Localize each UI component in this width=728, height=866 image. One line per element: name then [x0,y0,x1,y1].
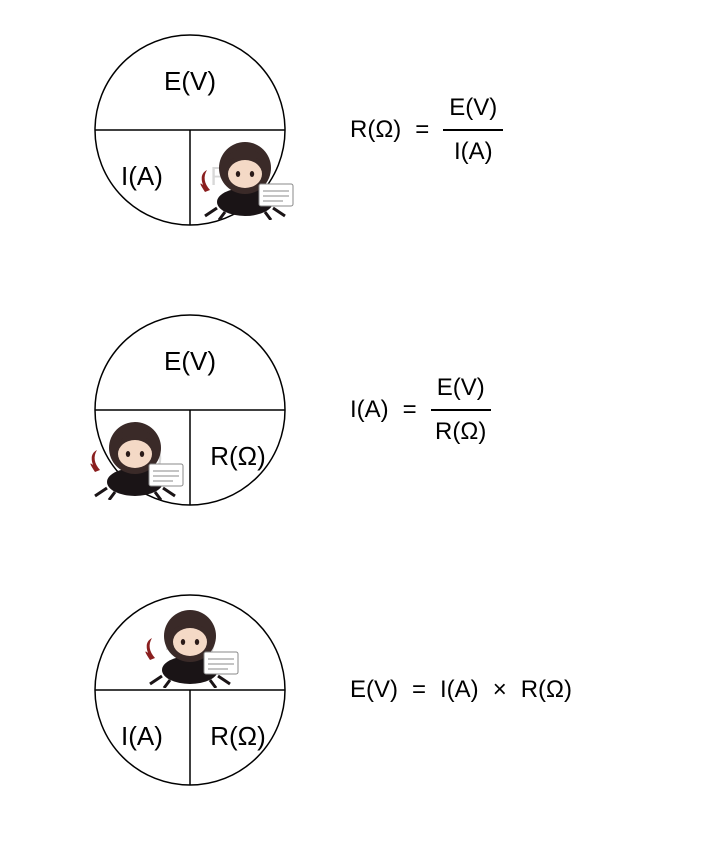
eq-lhs: E(V) [350,676,398,704]
factor-b: R(Ω) [521,676,572,704]
circle-diagram: E(V) I(A) R(Ω) [90,590,290,790]
equals-sign: = [403,396,417,424]
chibi-character-icon [140,598,240,688]
fraction: E(V) R(Ω) [431,371,491,448]
factor-a: I(A) [440,676,479,704]
cell-br: R(Ω) [210,721,266,751]
denominator: R(Ω) [435,415,486,449]
equals-sign: = [415,116,429,144]
cell-top: E(V) [164,66,216,96]
cell-bl: I(A) [121,721,163,751]
cell-bl: I(A) [121,161,163,191]
equation-voltage: E(V) = I(A) × R(Ω) [350,676,572,704]
eq-lhs: R(Ω) [350,116,401,144]
ohms-law-row-resistance: E(V) I(A) R(Ω) R(Ω) = E(V) I(A) [0,30,728,230]
circle-diagram: E(V) I(A) R(Ω) [90,310,290,510]
equation-current: I(A) = E(V) R(Ω) [350,371,491,448]
times-sign: × [493,676,507,704]
cell-top: E(V) [164,346,216,376]
chibi-character-icon [195,130,295,220]
numerator: E(V) [449,91,497,125]
ohms-law-row-current: E(V) I(A) R(Ω) I(A) = E(V) R(Ω) [0,310,728,510]
equals-sign: = [412,676,426,704]
fraction-line [431,409,491,411]
numerator: E(V) [437,371,485,405]
fraction-line [443,129,503,131]
chibi-character-icon [85,410,185,500]
ohms-law-row-voltage: E(V) I(A) R(Ω) E(V) = I(A) × R(Ω) [0,590,728,790]
circle-diagram: E(V) I(A) R(Ω) [90,30,290,230]
denominator: I(A) [454,135,493,169]
fraction: E(V) I(A) [443,91,503,168]
equation-resistance: R(Ω) = E(V) I(A) [350,91,503,168]
cell-br: R(Ω) [210,441,266,471]
eq-lhs: I(A) [350,396,389,424]
